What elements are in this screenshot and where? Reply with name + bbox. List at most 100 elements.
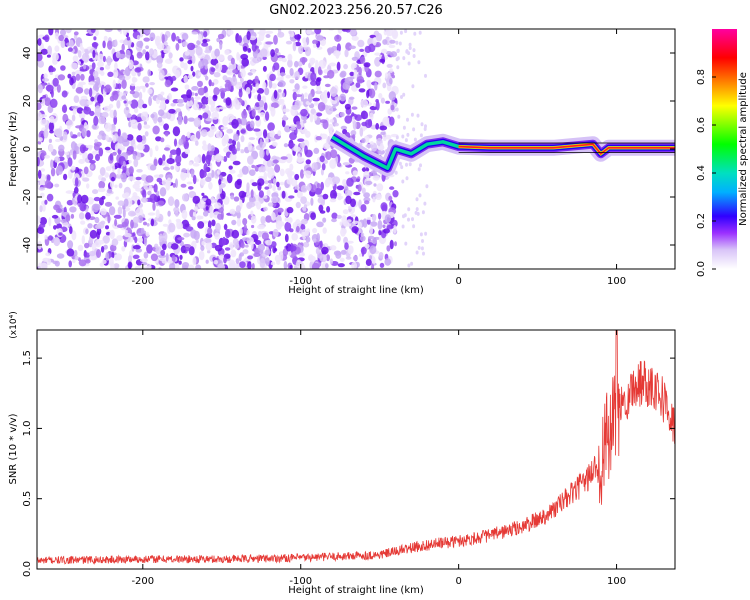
heatmap-cell (107, 71, 114, 78)
heatmap-cell (204, 92, 209, 98)
heatmap-cell (410, 112, 414, 117)
heatmap-cell (58, 34, 64, 42)
snr-frame (36, 329, 676, 570)
heatmap-cell (251, 263, 255, 269)
heatmap-cell (423, 201, 427, 206)
heatmap-cell (142, 49, 147, 55)
heatmap-cell (271, 212, 276, 221)
heatmap-cell (265, 41, 274, 45)
heatmap-cell (407, 51, 411, 56)
heatmap-cell (98, 147, 104, 157)
heatmap-cell (360, 99, 369, 108)
heatmap-cell (140, 111, 148, 122)
heatmap-cell (302, 85, 308, 89)
heatmap-cell (247, 48, 252, 53)
heatmap-cell (103, 35, 108, 42)
heatmap-cell (180, 245, 187, 254)
heatmap-cell (125, 49, 131, 59)
y-tick-label: 0.0 (22, 561, 33, 577)
heatmap-cell (307, 93, 313, 103)
heatmap-cell (279, 72, 286, 77)
heatmap-cell (69, 206, 77, 213)
heatmap-cell (105, 231, 111, 236)
heatmap-cell (211, 169, 215, 179)
heatmap-cell (134, 265, 143, 269)
heatmap-cell (79, 68, 88, 72)
heatmap-cell (260, 216, 266, 224)
heatmap-cell (313, 147, 320, 154)
heatmap-cell (402, 56, 406, 61)
heatmap-cell (272, 184, 276, 192)
heatmap-cell (336, 214, 342, 219)
heatmap-cell (149, 147, 153, 158)
heatmap-cell (339, 93, 347, 102)
heatmap-cell (419, 232, 423, 237)
heatmap-cell (185, 226, 194, 232)
heatmap-cell (272, 159, 279, 164)
heatmap-cell (271, 196, 279, 204)
heatmap-cell (162, 223, 169, 227)
heatmap-cell (136, 143, 145, 151)
heatmap-cell (317, 66, 322, 75)
heatmap-cell (357, 184, 362, 193)
heatmap-cell (170, 87, 179, 92)
heatmap-cell (408, 46, 412, 50)
heatmap-cell (112, 79, 117, 89)
heatmap-cell (241, 110, 248, 120)
heatmap-cell (83, 166, 89, 175)
heatmap-cell (404, 138, 408, 143)
heatmap-cell (200, 178, 206, 186)
heatmap-cell (171, 75, 177, 81)
heatmap-cell (60, 29, 66, 36)
heatmap-cell (288, 30, 292, 35)
heatmap-cell (344, 103, 351, 110)
heatmap-cell (317, 102, 326, 112)
heatmap-cell (255, 102, 260, 108)
heatmap-cell (116, 224, 124, 229)
heatmap-cell (274, 48, 279, 54)
heatmap-cell (326, 254, 330, 262)
heatmap-cell (159, 100, 166, 110)
heatmap-cell (322, 227, 327, 234)
heatmap-cell (60, 219, 68, 223)
heatmap-cell (369, 225, 374, 236)
heatmap-cell (251, 108, 256, 118)
heatmap-cell (321, 163, 326, 171)
heatmap-cell (283, 143, 289, 148)
heatmap-cell (130, 82, 136, 87)
heatmap-cell (71, 105, 79, 110)
heatmap-cell (418, 30, 422, 35)
heatmap-cell (149, 82, 156, 86)
heatmap-cell (71, 230, 77, 241)
heatmap-cell (329, 198, 337, 203)
heatmap-cell (240, 77, 244, 83)
heatmap-cell (231, 219, 237, 226)
heatmap-cell (191, 216, 196, 221)
heatmap-cell (181, 209, 188, 220)
heatmap-cell (96, 53, 105, 62)
heatmap-cell (127, 261, 133, 269)
heatmap-cell (195, 130, 201, 140)
heatmap-cell (284, 217, 288, 222)
heatmap-cell (403, 213, 407, 218)
heatmap-cell (41, 98, 46, 106)
heatmap-cell (319, 254, 327, 263)
heatmap-cell (250, 210, 254, 217)
heatmap-cell (207, 220, 212, 230)
heatmap-cell (55, 128, 63, 139)
heatmap-cell (380, 131, 386, 136)
heatmap-cell (408, 162, 412, 167)
heatmap-cell (164, 76, 169, 80)
heatmap-cell (175, 154, 182, 164)
heatmap-cell (331, 212, 338, 220)
heatmap-cell (114, 184, 118, 188)
heatmap-cell (63, 173, 68, 181)
heatmap-cell (371, 263, 375, 269)
heatmap-cell (119, 146, 126, 151)
y-tick-label: 0.5 (22, 491, 33, 507)
heatmap-cell (165, 253, 169, 262)
heatmap-cell (186, 168, 190, 179)
heatmap-cell (155, 35, 161, 46)
heatmap-cell (200, 245, 205, 252)
heatmap-cell (136, 135, 143, 143)
